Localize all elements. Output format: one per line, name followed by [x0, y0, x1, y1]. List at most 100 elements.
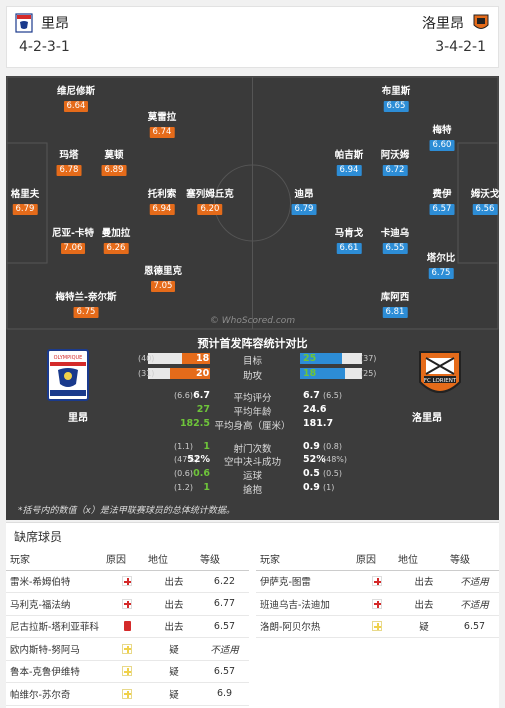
away-player[interactable]: 梅特 6.60 — [429, 125, 455, 151]
stat-home-value: 1 — [203, 482, 210, 493]
away-player[interactable]: 塔尔比 6.75 — [426, 253, 456, 279]
away-player[interactable]: 布里斯 6.65 — [381, 86, 411, 112]
doubtful-icon — [122, 666, 132, 677]
stat-home-note: (6.6) — [174, 391, 193, 400]
away-absent-table: 玩家 原因 地位 等级 伊萨克-图雷 出去 不适用 班迪乌吉-法迪加 出去 不适用 洛朗-阿… — [256, 548, 499, 638]
absent-rating: 6.77 — [200, 592, 249, 616]
home-player[interactable]: 托利索 6.94 — [147, 189, 177, 215]
away-bar-value: 25 — [303, 353, 317, 364]
away-player[interactable]: 阿沃姆 6.72 — [380, 150, 410, 176]
stat-away-value: 52% — [303, 454, 326, 465]
home-player[interactable]: 格里夫 6.79 — [10, 189, 40, 215]
stat-away-value: 181.7 — [303, 418, 334, 429]
home-bar-fill — [182, 353, 210, 364]
stat-home-note: (1.2) — [174, 483, 193, 492]
absent-reason — [106, 615, 148, 638]
absent-rating: 6.57 — [200, 615, 249, 638]
stats-footnote: *括号内的数值（x）是法甲联赛球员的总体统计数据。 — [18, 506, 235, 516]
home-player[interactable]: 恩德里克 7.05 — [143, 266, 183, 292]
away-player[interactable]: 迪昂 6.79 — [291, 189, 317, 215]
stat-away-value: 24.6 — [303, 404, 327, 415]
home-player[interactable]: 尼亚-卡特 7.06 — [52, 228, 94, 254]
stat-label: 平均年龄 — [233, 407, 272, 418]
home-player[interactable]: 玛塔 6.78 — [56, 150, 82, 176]
stat-home-note: (0.6) — [174, 469, 193, 478]
away-player[interactable]: 库阿西 6.81 — [380, 292, 410, 318]
away-player[interactable]: 姆沃戈 6.56 — [470, 189, 499, 215]
col-reason: 原因 — [106, 548, 148, 571]
absent-player-name[interactable]: 雷米-希姆伯特 — [6, 570, 106, 593]
absent-status: 出去 — [398, 592, 450, 616]
absent-status: 疑 — [148, 682, 200, 706]
absent-status: 出去 — [398, 570, 450, 593]
absent-row[interactable]: 鲁本-克鲁伊维特 疑 6.57 — [6, 660, 249, 683]
col-reason: 原因 — [356, 548, 398, 571]
home-absent-table: 玩家 原因 地位 等级 雷米-希姆伯特 出去 6.22 马利克-福法纳 出去 6.77 尼古… — [6, 548, 249, 706]
away-bar-fill — [300, 353, 343, 364]
stat-home-value: 182.5 — [179, 418, 210, 429]
home-team-header[interactable]: 里昂 — [15, 13, 69, 33]
home-player[interactable]: 塞列姆丘克 6.20 — [186, 189, 234, 215]
absent-rating: 不适用 — [450, 570, 499, 593]
away-team-name[interactable]: 洛里昂 — [422, 16, 464, 32]
col-rating: 等级 — [450, 548, 499, 571]
away-player[interactable]: 费伊 6.57 — [429, 189, 455, 215]
stat-home-note: (1.1) — [174, 442, 193, 451]
injury-icon — [372, 576, 382, 587]
absent-header: 缺席球员 — [6, 522, 499, 548]
away-player[interactable]: 卡迪乌 6.55 — [380, 228, 410, 254]
home-player[interactable]: 曼加拉 6.26 — [101, 228, 131, 254]
match-header: 里昂 洛里昂 4-2-3-1 3-4-2-1 — [6, 6, 499, 68]
absent-rating: 6.9 — [200, 682, 249, 706]
absent-player-name[interactable]: 洛朗-阿贝尔热 — [256, 615, 356, 638]
stat-home-value: 0.6 — [193, 468, 210, 479]
absent-status: 疑 — [398, 615, 450, 638]
absent-player-name[interactable]: 帕维尔-苏尔奇 — [6, 682, 106, 706]
doubtful-icon — [122, 688, 132, 699]
home-player[interactable]: 莫雷拉 6.74 — [147, 112, 177, 138]
away-player[interactable]: 帕吉斯 6.94 — [334, 150, 364, 176]
absent-rating: 6.57 — [450, 615, 499, 638]
away-team-header[interactable]: 洛里昂 — [422, 13, 490, 33]
lorient-logo-icon: FC LORIENT — [419, 351, 461, 393]
col-status: 地位 — [398, 548, 450, 571]
absent-row[interactable]: 班迪乌吉-法迪加 出去 不适用 — [256, 592, 499, 616]
absent-player-name[interactable]: 马利克-福法纳 — [6, 592, 106, 616]
absent-row[interactable]: 尼古拉斯-塔利亚菲科 出去 6.57 — [6, 615, 249, 638]
absent-row[interactable]: 雷米-希姆伯特 出去 6.22 — [6, 570, 249, 593]
absent-row[interactable]: 帕维尔-苏尔奇 疑 6.9 — [6, 682, 249, 706]
bar-label: 目标 — [242, 356, 262, 367]
stats-home-name: 里昂 — [68, 413, 88, 424]
stat-away-value: 0.5 — [303, 468, 320, 479]
absent-reason — [356, 615, 398, 638]
home-team-name[interactable]: 里昂 — [41, 16, 69, 32]
absent-rating: 不适用 — [200, 637, 249, 661]
absent-row[interactable]: 马利克-福法纳 出去 6.77 — [6, 592, 249, 616]
away-player[interactable]: 马肯戈 6.61 — [334, 228, 364, 254]
absent-rating: 6.57 — [200, 660, 249, 683]
absent-player-name[interactable]: 尼古拉斯-塔利亚菲科 — [6, 615, 106, 638]
stats-comparison: 预计首发阵容统计对比 OLYMPIQUE FC LORIENT 里昂 洛里昂 (… — [6, 330, 499, 520]
absent-player-name[interactable]: 欧内斯特-努阿马 — [6, 637, 106, 661]
absent-row[interactable]: 伊萨克-图雷 出去 不适用 — [256, 570, 499, 593]
absent-row[interactable]: 洛朗-阿贝尔热 疑 6.57 — [256, 615, 499, 638]
absent-player-name[interactable]: 伊萨克-图雷 — [256, 570, 356, 593]
stat-away-note: (6.5) — [323, 391, 342, 400]
absent-status: 出去 — [148, 592, 200, 616]
away-bar-fill — [300, 368, 345, 379]
absent-player-name[interactable]: 班迪乌吉-法迪加 — [256, 592, 356, 616]
stats-title: 预计首发阵容统计对比 — [197, 337, 308, 350]
col-rating: 等级 — [200, 548, 249, 571]
home-player[interactable]: 莫顿 6.89 — [101, 150, 127, 176]
absent-status: 疑 — [148, 660, 200, 683]
home-bar-note: (31) — [138, 369, 155, 378]
doubtful-icon — [122, 643, 132, 654]
stat-home-value: 6.7 — [193, 390, 210, 401]
absent-row[interactable]: 欧内斯特-努阿马 疑不适用 — [6, 637, 249, 661]
absent-rating: 不适用 — [450, 592, 499, 616]
bar-label: 助攻 — [242, 371, 262, 382]
home-player[interactable]: 梅特兰-奈尔斯 6.75 — [55, 292, 117, 318]
home-player[interactable]: 维尼修斯 6.64 — [56, 86, 96, 112]
absent-player-name[interactable]: 鲁本-克鲁伊维特 — [6, 660, 106, 683]
red-card-icon — [123, 621, 131, 632]
